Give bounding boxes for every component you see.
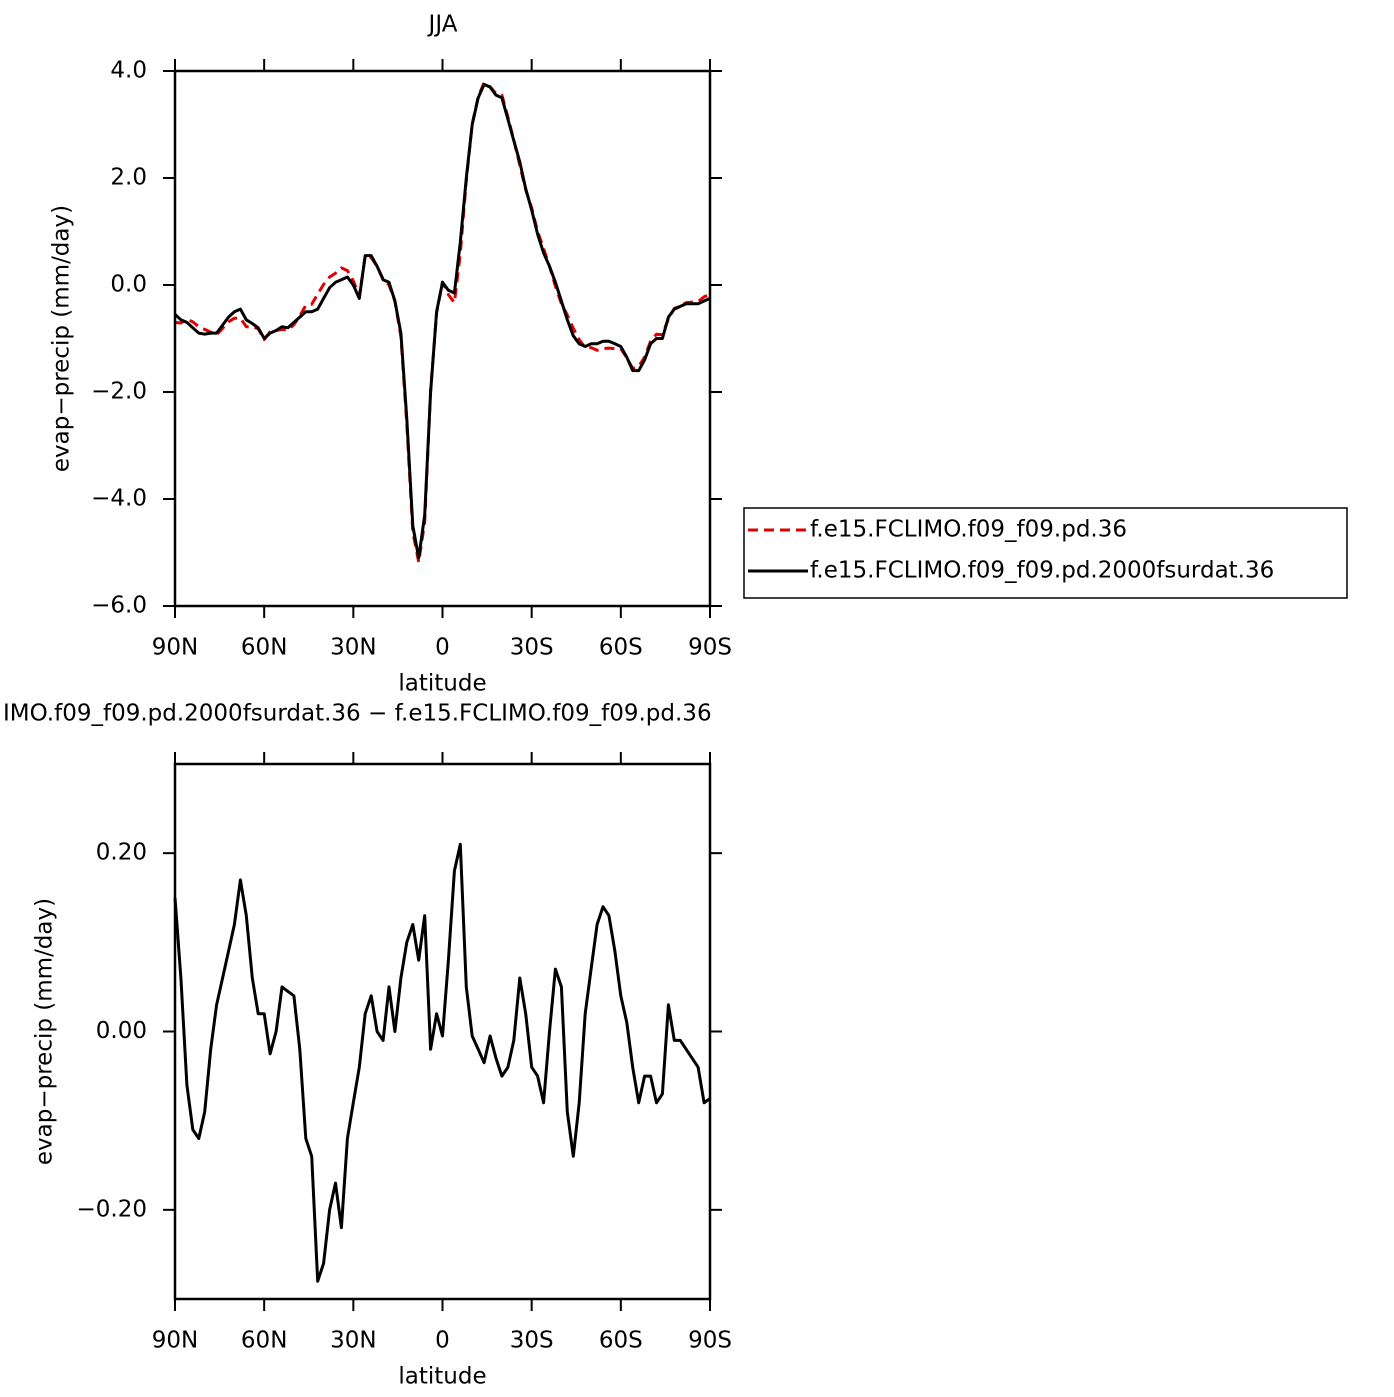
legend-label: f.e15.FCLIMO.f09_f09.pd.2000fsurdat.36	[810, 558, 1274, 584]
y-tick-label: 4.0	[110, 58, 147, 84]
x-tick-label: 90N	[152, 635, 198, 661]
legend-box	[743, 507, 1348, 599]
x-tick-label: 60N	[241, 1328, 287, 1354]
x-tick-label: 30N	[330, 635, 376, 661]
x-tick-label: 0	[435, 1328, 450, 1354]
x-tick-label: 90S	[688, 1328, 732, 1354]
chart-title: IMO.f09_f09.pd.2000fsurdat.36 − f.e15.FC…	[3, 701, 712, 727]
y-tick-label: 0.0	[110, 272, 147, 298]
x-axis-label: latitude	[398, 1364, 486, 1390]
x-tick-label: 30S	[510, 1328, 554, 1354]
legend-label: f.e15.FCLIMO.f09_f09.pd.36	[810, 517, 1127, 543]
y-tick-label: 0.00	[96, 1018, 147, 1044]
data-line	[174, 81, 711, 564]
y-axis-label: evap−precip (mm/day)	[49, 205, 75, 472]
x-tick-label: 60N	[241, 635, 287, 661]
y-axis-label: evap−precip (mm/day)	[32, 898, 58, 1165]
y-tick-label: 2.0	[110, 165, 147, 191]
y-tick-label: 0.20	[96, 840, 147, 866]
x-tick-label: 90S	[688, 635, 732, 661]
x-axis-label: latitude	[398, 671, 486, 697]
x-tick-label: 0	[435, 635, 450, 661]
data-line	[173, 842, 711, 1283]
x-tick-label: 60S	[599, 1328, 643, 1354]
y-tick-label: −4.0	[91, 486, 147, 512]
x-tick-label: 30N	[330, 1328, 376, 1354]
x-tick-label: 30S	[510, 635, 554, 661]
data-line	[173, 82, 711, 560]
y-tick-label: −0.20	[77, 1196, 147, 1222]
plot-frame	[173, 69, 712, 608]
x-tick-label: 60S	[599, 635, 643, 661]
x-tick-label: 90N	[152, 1328, 198, 1354]
y-tick-label: −6.0	[91, 593, 147, 619]
plot-frame	[173, 762, 712, 1301]
y-tick-label: −2.0	[91, 379, 147, 405]
chart-title: JJA	[427, 12, 458, 38]
